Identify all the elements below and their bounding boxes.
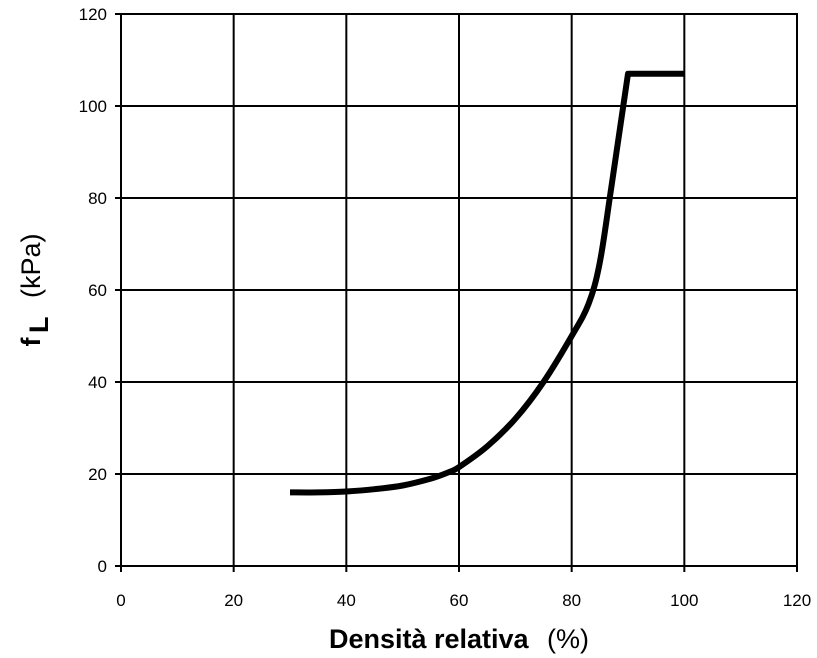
y-axis-title: f L (kPa) xyxy=(16,234,54,347)
y-tick-label: 120 xyxy=(79,5,107,24)
x-tick-label: 60 xyxy=(450,591,469,610)
y-axis-title-unit: (kPa) xyxy=(16,234,46,299)
y-tick-labels: 0 20 40 60 80 100 120 xyxy=(79,5,107,576)
y-tick-label: 20 xyxy=(88,465,107,484)
x-axis-title-main: Densità relativa xyxy=(329,624,530,654)
x-tick-label: 0 xyxy=(116,591,125,610)
y-tick-label: 40 xyxy=(88,373,107,392)
x-tick-label: 40 xyxy=(337,591,356,610)
y-axis-title-subscript: L xyxy=(24,317,54,334)
x-tick-label: 20 xyxy=(224,591,243,610)
y-tick-label: 60 xyxy=(88,281,107,300)
series-line xyxy=(289,70,685,496)
x-tick-label: 100 xyxy=(670,591,698,610)
x-tick-labels: 0 20 40 60 80 100 120 xyxy=(116,591,811,610)
x-tick-label: 80 xyxy=(562,591,581,610)
x-tick-label: 120 xyxy=(783,591,811,610)
y-tick-label: 0 xyxy=(98,557,107,576)
y-axis-title-symbol: f xyxy=(16,336,46,346)
y-tick-label: 80 xyxy=(88,189,107,208)
x-axis-title-unit: (%) xyxy=(547,624,589,654)
y-tick-label: 100 xyxy=(79,97,107,116)
plot-frame xyxy=(120,13,798,567)
x-axis-title: Densità relativa (%) xyxy=(329,624,589,654)
